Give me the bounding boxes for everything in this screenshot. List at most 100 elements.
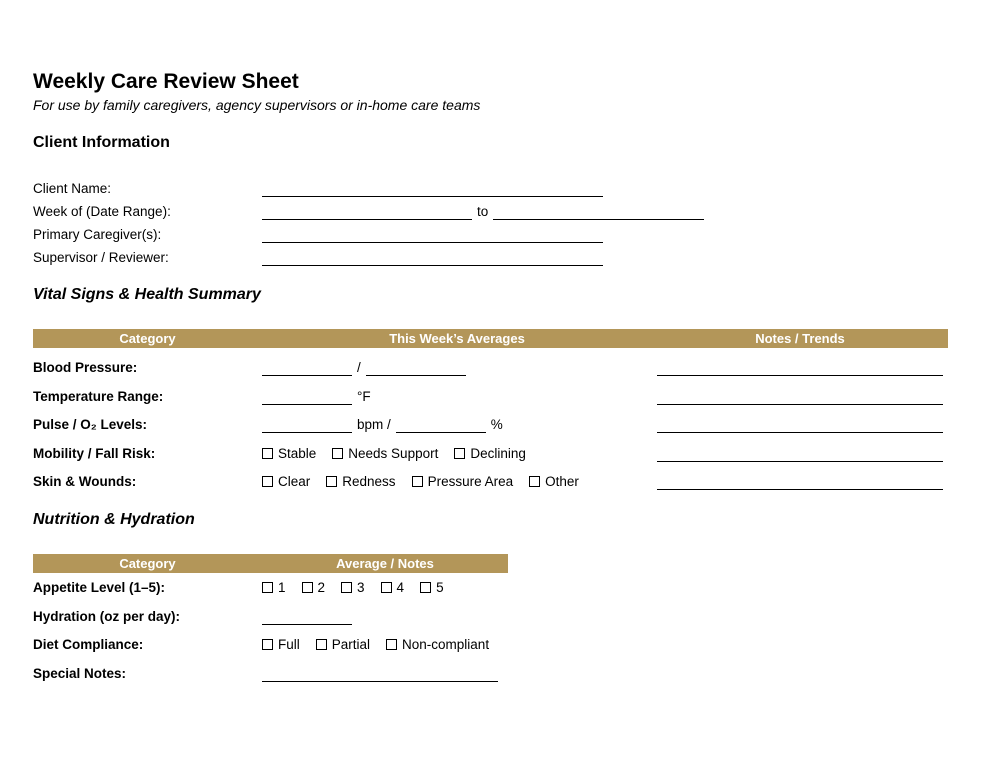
fill-in-line[interactable]	[262, 671, 498, 682]
checkbox-label: Full	[278, 637, 300, 653]
field-label: Client Name:	[33, 181, 112, 196]
checkbox-icon[interactable]	[386, 639, 398, 651]
checkbox-option[interactable]: 4	[380, 580, 404, 595]
checkbox-icon[interactable]	[529, 476, 541, 488]
inline-text: to	[477, 204, 489, 219]
row-label: Mobility / Fall Risk:	[33, 445, 156, 461]
checkbox-option[interactable]: 1	[262, 580, 286, 595]
section-heading-vital-signs: Vital Signs & Health Summary	[33, 286, 261, 303]
fill-in-line[interactable]	[262, 422, 352, 434]
checkbox-option[interactable]: Other	[529, 474, 579, 489]
row-label: Diet Compliance:	[33, 637, 144, 653]
checkbox-icon[interactable]	[326, 476, 338, 488]
checkbox-label: Clear	[278, 474, 311, 490]
field-value	[262, 177, 603, 200]
notes-cell	[657, 354, 948, 383]
field-label: Supervisor / Reviewer:	[33, 250, 169, 265]
checkbox-icon[interactable]	[341, 582, 353, 593]
checkbox-option[interactable]: 2	[301, 580, 325, 595]
vital-signs-table-rows: Blood Pressure: / Temperature Range: °F Puls…	[33, 354, 948, 497]
page-subtitle: For use by family caregivers, agency sup…	[33, 97, 481, 113]
checkbox-option[interactable]: Partial	[315, 637, 371, 653]
field-value: to	[262, 200, 705, 223]
inline-text: °F	[357, 388, 371, 404]
client-info-row: Supervisor / Reviewer:	[33, 246, 704, 269]
fill-in-line[interactable]	[262, 394, 352, 405]
checkbox-label: Non-compliant	[402, 637, 490, 653]
fill-in-line[interactable]	[262, 209, 472, 220]
table-row: Temperature Range: °F	[33, 383, 948, 412]
row-label: Pulse / O₂ Levels:	[33, 417, 148, 433]
checkbox-option[interactable]: 5	[420, 580, 444, 595]
fill-in-line[interactable]	[262, 365, 352, 376]
inline-text: %	[490, 417, 503, 433]
checkbox-icon[interactable]	[420, 582, 432, 593]
notes-cell	[657, 411, 948, 440]
notes-cell	[657, 440, 948, 469]
checkbox-icon[interactable]	[262, 639, 273, 651]
column-header-notes-trends: Notes / Trends	[755, 331, 845, 346]
row-label: Blood Pressure:	[33, 360, 138, 375]
checkbox-icon[interactable]	[454, 447, 466, 459]
inline-text: bpm /	[357, 417, 391, 433]
table-row: Diet Compliance: Full Partial Non-compliant	[33, 631, 657, 660]
checkbox-icon[interactable]	[380, 582, 392, 593]
table-row: Appetite Level (1–5): 1 2 3 4 5	[33, 574, 657, 603]
checkbox-option[interactable]: Pressure Area	[411, 474, 514, 490]
fill-in-line[interactable]	[493, 209, 705, 220]
checkbox-option[interactable]: Needs Support	[332, 446, 438, 461]
checkbox-icon[interactable]	[262, 582, 273, 593]
fill-in-line[interactable]	[262, 255, 603, 266]
fill-in-line[interactable]	[262, 614, 352, 625]
checkbox-label: Partial	[331, 637, 371, 653]
checkbox-option[interactable]: 3	[341, 580, 365, 595]
client-info-row: Client Name:	[33, 177, 704, 200]
column-header-averages: This Week’s Averages	[389, 331, 525, 346]
nutrition-table-rows: Appetite Level (1–5): 1 2 3 4 5 Hydration (oz …	[33, 574, 657, 688]
notes-line[interactable]	[657, 394, 943, 405]
checkbox-icon[interactable]	[411, 476, 423, 488]
averages-cell: bpm /%	[262, 411, 657, 440]
notes-line[interactable]	[657, 365, 943, 376]
checkbox-icon[interactable]	[262, 476, 273, 488]
column-header-average-notes: Average / Notes	[336, 556, 434, 571]
averages-cell: /	[262, 354, 657, 383]
vital-signs-table-header: Category This Week’s Averages Notes / Tr…	[33, 329, 948, 348]
notes-line[interactable]	[657, 451, 943, 462]
section-heading-client-information: Client Information	[33, 134, 170, 151]
row-label: Special Notes:	[33, 665, 127, 681]
table-row: Mobility / Fall Risk: Stable Needs Support…	[33, 440, 948, 469]
checkbox-label: Redness	[342, 474, 396, 490]
column-header-category: Category	[119, 556, 176, 571]
notes-line[interactable]	[657, 422, 943, 434]
field-value	[262, 246, 603, 269]
fill-in-line[interactable]	[365, 365, 466, 376]
table-row: Skin & Wounds: Clear Redness Pressure Area O…	[33, 468, 948, 497]
average-notes-cell	[262, 660, 657, 689]
checkbox-label: Pressure Area	[427, 474, 514, 490]
checkbox-option[interactable]: Declining	[454, 446, 526, 461]
field-label: Week of (Date Range):	[33, 204, 171, 219]
fill-in-line[interactable]	[262, 232, 603, 243]
row-label: Temperature Range:	[33, 388, 164, 404]
client-info-fields: Client Name: Week of (Date Range): to Prima…	[33, 177, 705, 269]
fill-in-line[interactable]	[262, 186, 603, 197]
checkbox-option[interactable]: Full	[262, 637, 300, 652]
checkbox-option[interactable]: Stable	[262, 446, 316, 461]
checkbox-label: 1	[278, 580, 286, 595]
checkbox-option[interactable]: Non-compliant	[386, 637, 489, 652]
nutrition-table-header: Category Average / Notes	[33, 554, 508, 573]
field-value	[262, 223, 603, 246]
fill-in-line[interactable]	[395, 422, 486, 434]
checkbox-icon[interactable]	[315, 639, 327, 651]
checkbox-icon[interactable]	[332, 447, 344, 459]
checkbox-option[interactable]: Clear	[262, 474, 310, 489]
notes-line[interactable]	[657, 479, 943, 491]
checkbox-option[interactable]: Redness	[326, 474, 396, 490]
checkbox-label: Needs Support	[348, 445, 439, 461]
checkbox-icon[interactable]	[262, 447, 273, 459]
checkbox-icon[interactable]	[301, 582, 313, 593]
row-label: Skin & Wounds:	[33, 474, 137, 490]
client-info-row: Week of (Date Range): to	[33, 200, 705, 223]
